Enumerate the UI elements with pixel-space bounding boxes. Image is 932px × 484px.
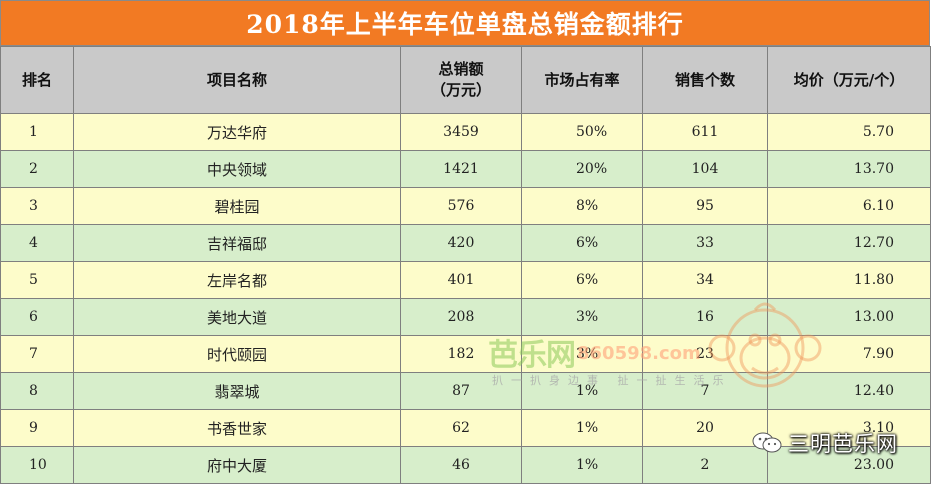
cell-project: 翡翠城 <box>73 372 401 410</box>
brand-badge: 三明芭乐网 <box>752 426 898 460</box>
cell-total-sales: 87 <box>400 372 522 410</box>
cell-project: 左岸名都 <box>73 261 401 299</box>
header-total-sales-line1: 总销额 <box>438 60 484 78</box>
ranking-table: 排名 项目名称 总销额 （万元） 市场占有率 销售个数 均价（万元/个） 1 万… <box>0 46 931 484</box>
table-row: 3 碧桂园 576 8% 95 6.10 <box>0 187 931 225</box>
table-row: 10 府中大厦 46 1% 2 23.00 <box>0 446 931 484</box>
table-row: 4 吉祥福邸 420 6% 33 12.70 <box>0 224 931 262</box>
table-row: 8 翡翠城 87 1% 7 12.40 <box>0 372 931 410</box>
cell-project: 吉祥福邸 <box>73 224 401 262</box>
cell-market-share: 1% <box>521 372 643 410</box>
table-header-row: 排名 项目名称 总销额 （万元） 市场占有率 销售个数 均价（万元/个） <box>0 46 931 114</box>
cell-avg-price: 13.70 <box>767 150 931 188</box>
cell-units-sold: 16 <box>642 298 768 336</box>
cell-total-sales: 46 <box>400 446 522 484</box>
cell-total-sales: 401 <box>400 261 522 299</box>
header-rank: 排名 <box>0 46 74 114</box>
cell-units-sold: 20 <box>642 409 768 447</box>
table-row: 6 美地大道 208 3% 16 13.00 <box>0 298 931 336</box>
cell-market-share: 3% <box>521 335 643 373</box>
header-total-sales: 总销额 （万元） <box>400 46 522 114</box>
cell-avg-price: 3.10 <box>767 409 931 447</box>
cell-market-share: 20% <box>521 150 643 188</box>
cell-project: 美地大道 <box>73 298 401 336</box>
brand-name: 三明芭乐网 <box>788 432 898 456</box>
header-total-sales-line2: （万元） <box>430 81 491 99</box>
cell-market-share: 6% <box>521 224 643 262</box>
cell-total-sales: 208 <box>400 298 522 336</box>
cell-avg-price: 6.10 <box>767 187 931 225</box>
cell-rank: 3 <box>0 187 74 225</box>
cell-project: 府中大厦 <box>73 446 401 484</box>
table-row: 1 万达华府 3459 50% 611 5.70 <box>0 113 931 151</box>
cell-units-sold: 7 <box>642 372 768 410</box>
cell-market-share: 1% <box>521 409 643 447</box>
page-title: 2018年上半年车位单盘总销金额排行 <box>246 10 684 39</box>
wechat-icon <box>752 432 782 453</box>
cell-total-sales: 62 <box>400 409 522 447</box>
cell-total-sales: 182 <box>400 335 522 373</box>
cell-avg-price: 12.70 <box>767 224 931 262</box>
cell-rank: 1 <box>0 113 74 151</box>
cell-total-sales: 420 <box>400 224 522 262</box>
cell-units-sold: 2 <box>642 446 768 484</box>
cell-avg-price: 5.70 <box>767 113 931 151</box>
table-row: 7 时代颐园 182 3% 23 7.90 <box>0 335 931 373</box>
cell-units-sold: 95 <box>642 187 768 225</box>
cell-project: 万达华府 <box>73 113 401 151</box>
cell-market-share: 1% <box>521 446 643 484</box>
cell-units-sold: 611 <box>642 113 768 151</box>
cell-market-share: 50% <box>521 113 643 151</box>
cell-total-sales: 1421 <box>400 150 522 188</box>
cell-market-share: 6% <box>521 261 643 299</box>
cell-rank: 2 <box>0 150 74 188</box>
cell-units-sold: 34 <box>642 261 768 299</box>
cell-avg-price: 13.00 <box>767 298 931 336</box>
cell-market-share: 8% <box>521 187 643 225</box>
cell-avg-price: 23.00 <box>767 446 931 484</box>
table-row: 2 中央领域 1421 20% 104 13.70 <box>0 150 931 188</box>
title-bar: 2018年上半年车位单盘总销金额排行 <box>0 0 930 46</box>
header-avg-price: 均价（万元/个） <box>767 46 931 114</box>
cell-rank: 4 <box>0 224 74 262</box>
table-row: 5 左岸名都 401 6% 34 11.80 <box>0 261 931 299</box>
cell-rank: 5 <box>0 261 74 299</box>
cell-rank: 8 <box>0 372 74 410</box>
cell-project: 中央领域 <box>73 150 401 188</box>
cell-avg-price: 7.90 <box>767 335 931 373</box>
cell-rank: 10 <box>0 446 74 484</box>
cell-avg-price: 11.80 <box>767 261 931 299</box>
cell-project: 碧桂园 <box>73 187 401 225</box>
cell-rank: 6 <box>0 298 74 336</box>
cell-project: 书香世家 <box>73 409 401 447</box>
cell-rank: 9 <box>0 409 74 447</box>
cell-rank: 7 <box>0 335 74 373</box>
cell-total-sales: 3459 <box>400 113 522 151</box>
cell-market-share: 3% <box>521 298 643 336</box>
header-market-share: 市场占有率 <box>521 46 643 114</box>
cell-avg-price: 12.40 <box>767 372 931 410</box>
table-row: 9 书香世家 62 1% 20 3.10 <box>0 409 931 447</box>
cell-project: 时代颐园 <box>73 335 401 373</box>
header-project: 项目名称 <box>73 46 401 114</box>
header-units-sold: 销售个数 <box>642 46 768 114</box>
cell-units-sold: 23 <box>642 335 768 373</box>
cell-units-sold: 104 <box>642 150 768 188</box>
cell-units-sold: 33 <box>642 224 768 262</box>
cell-total-sales: 576 <box>400 187 522 225</box>
